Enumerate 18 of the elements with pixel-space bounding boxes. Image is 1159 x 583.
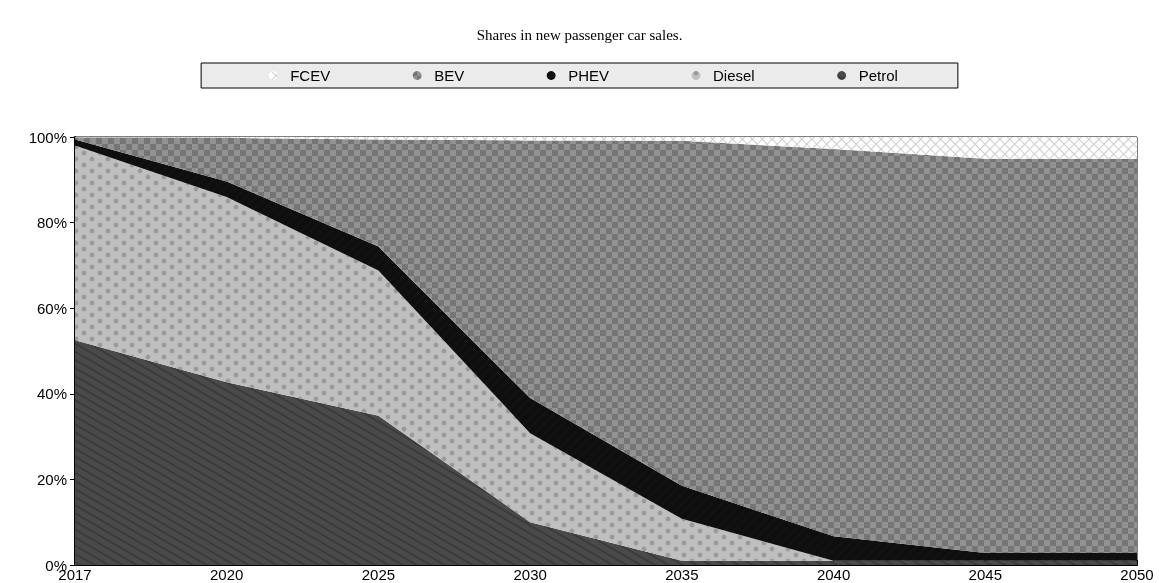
y-tick-label: 60%	[36, 299, 67, 317]
legend-label: Diesel	[713, 67, 755, 84]
x-tick-label: 2045	[968, 566, 1002, 583]
y-tick-label: 20%	[36, 470, 67, 488]
x-tick-label: 2030	[513, 566, 547, 583]
legend-label: FCEV	[290, 67, 331, 84]
y-tick-label: 80%	[36, 214, 67, 232]
x-tick-label: 2020	[210, 566, 244, 583]
x-tick-label: 2050	[1120, 566, 1154, 583]
legend-label: BEV	[434, 67, 465, 84]
x-tick-label: 2025	[361, 566, 396, 583]
chart-title: Shares in new passenger car sales.	[476, 26, 683, 43]
x-tick-label: 2035	[665, 566, 699, 583]
y-tick-label: 100%	[28, 128, 67, 146]
x-tick-label: 2040	[816, 566, 851, 583]
y-tick-label: 40%	[36, 385, 67, 403]
legend-label: Petrol	[858, 67, 898, 84]
legend-label: PHEV	[568, 67, 610, 84]
